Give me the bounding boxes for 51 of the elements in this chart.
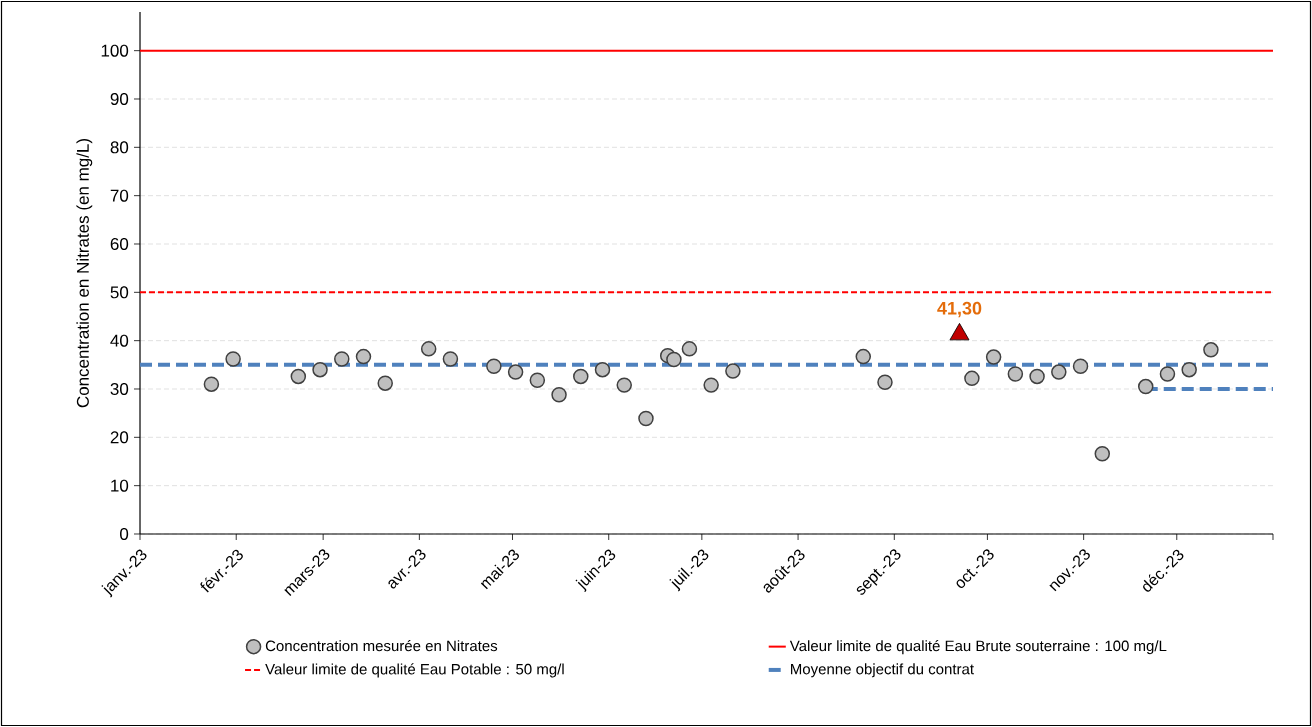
y-tick-label: 30	[110, 382, 129, 396]
point	[573, 368, 589, 385]
point	[725, 363, 741, 379]
point	[1203, 342, 1219, 358]
point	[1029, 368, 1045, 385]
point	[985, 349, 1002, 365]
point	[529, 372, 546, 389]
y-tick-label: 80	[110, 141, 129, 154]
legend-label: Valeur limite de qualité Eau Potable : 50 mg/l	[265, 663, 564, 678]
point	[681, 341, 698, 357]
y-tick-label: 10	[111, 479, 129, 492]
point	[616, 377, 632, 393]
legend-label: Valeur limite de qualité Eau Brute souterraine : 100 mg/L	[789, 639, 1167, 655]
data-label: 41,30	[937, 301, 982, 318]
legend-label: Concentration mesurée en Nitrates	[265, 639, 498, 652]
legend-label: Moyenne objectif du contrat	[791, 663, 974, 678]
point	[290, 368, 307, 385]
point	[594, 361, 611, 378]
y-tick-label: 60	[110, 237, 129, 251]
point	[666, 351, 682, 368]
point	[507, 364, 524, 380]
point	[855, 348, 872, 365]
point	[312, 361, 328, 378]
y-tick-label: 70	[110, 189, 129, 202]
point	[1181, 361, 1197, 378]
point	[334, 351, 350, 367]
point	[355, 348, 372, 365]
point	[551, 387, 567, 403]
y-tick-label: 90	[110, 92, 129, 106]
point	[1137, 378, 1154, 395]
y-tick-label: 100	[101, 44, 129, 57]
y-tick-label: 50	[110, 286, 129, 299]
point	[877, 374, 893, 390]
point	[225, 351, 241, 367]
point	[1051, 364, 1067, 380]
y-tick-label: 20	[110, 431, 129, 444]
y-axis-title: Concentration en Nitrates (en mg/L)	[76, 138, 93, 408]
point	[203, 376, 220, 392]
point	[420, 341, 437, 357]
point	[1094, 446, 1111, 462]
point	[442, 351, 459, 367]
y-tick-label: 40	[110, 334, 129, 347]
point	[1007, 366, 1024, 382]
point	[377, 375, 393, 391]
y-tick-label: 0	[120, 527, 129, 541]
point	[964, 370, 980, 387]
point	[486, 358, 502, 375]
point	[1072, 358, 1089, 375]
point	[638, 410, 654, 427]
point	[703, 377, 719, 393]
point	[1159, 366, 1176, 382]
